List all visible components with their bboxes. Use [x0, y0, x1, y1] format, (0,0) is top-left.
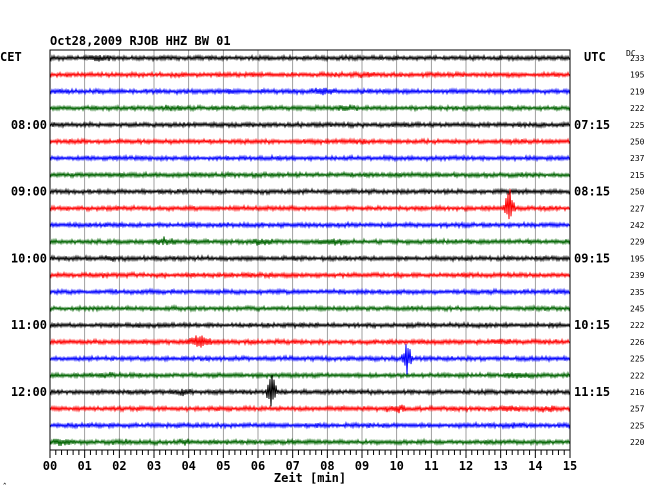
trace-row-3: [49, 103, 571, 113]
dc-value: 215: [630, 171, 645, 180]
dc-value: 225: [630, 121, 645, 130]
trace-row-1: [49, 70, 571, 80]
right-time-label: 08:15: [574, 185, 610, 199]
dc-value: 245: [630, 305, 645, 314]
x-tick-label: 00: [43, 459, 57, 473]
dc-value: 250: [630, 188, 645, 197]
trace-row-20: [49, 374, 571, 407]
left-time-label: 11:00: [11, 318, 47, 332]
x-tick-label: 04: [181, 459, 195, 473]
x-tick-label: 11: [424, 459, 438, 473]
dc-value: 239: [630, 271, 645, 280]
trace-row-15: [49, 304, 571, 313]
trace-row-12: [49, 254, 571, 263]
x-tick-label: 14: [528, 459, 542, 473]
dc-value: 216: [630, 388, 645, 397]
x-tick-label: 07: [285, 459, 299, 473]
right-time-label: 10:15: [574, 318, 610, 332]
x-tick-label: 09: [355, 459, 369, 473]
left-time-label: 10:00: [11, 251, 47, 265]
trace-row-14: [49, 287, 571, 297]
trace-row-17: [49, 335, 571, 348]
chart-title: Oct28,2009 RJOB HHZ BW 01: [50, 34, 231, 48]
x-tick-label: 13: [493, 459, 507, 473]
dc-header: DC: [626, 49, 636, 58]
dc-value: 195: [630, 71, 645, 80]
dc-value: 195: [630, 254, 645, 263]
row-labels: 08:00 09:00 10:00 11:00 12:00 07:15 08:15 09:15…: [11, 54, 645, 447]
x-tick-label: 05: [216, 459, 230, 473]
trace-row-16: [49, 320, 571, 330]
trace-row-6: [49, 153, 571, 163]
dc-value: 229: [630, 238, 645, 247]
dc-value: 225: [630, 355, 645, 364]
x-tick-label: 15: [563, 459, 577, 473]
x-axis-label: Zeit [min]: [274, 471, 346, 485]
dc-value: 226: [630, 338, 645, 347]
trace-row-0: [49, 53, 571, 63]
trace-row-13: [49, 270, 571, 280]
dc-value: 222: [630, 371, 645, 380]
trace-row-11: [49, 236, 571, 247]
trace-row-18: [49, 344, 571, 375]
dc-value: 227: [630, 204, 645, 213]
dc-value: 237: [630, 154, 645, 163]
trace-row-5: [49, 137, 571, 146]
dc-value: 220: [630, 438, 645, 447]
x-tick-label: 10: [389, 459, 403, 473]
dc-value: 233: [630, 54, 645, 63]
x-axis-ticks: 00 01 02 03 04 05 06 07 08 09 10 11 12 13 14 15: [43, 449, 577, 473]
dc-value: 219: [630, 87, 645, 96]
dc-value: 257: [630, 405, 645, 414]
minute-gridlines: [84, 50, 536, 450]
right-time-label: 11:15: [574, 385, 610, 399]
dc-value: 242: [630, 221, 645, 230]
trace-row-7: [49, 170, 571, 180]
trace-row-10: [49, 220, 571, 230]
trace-row-19: [49, 370, 571, 380]
x-tick-label: 02: [112, 459, 126, 473]
dc-value: 222: [630, 104, 645, 113]
x-tick-label: 06: [251, 459, 265, 473]
trace-row-2: [49, 87, 571, 96]
trace-row-21: [49, 404, 571, 414]
left-timezone-label: CET: [0, 50, 22, 64]
x-tick-label: 12: [459, 459, 473, 473]
dc-value: 250: [630, 138, 645, 147]
x-tick-label: 01: [77, 459, 91, 473]
left-time-label: 09:00: [11, 185, 47, 199]
dc-value: 225: [630, 421, 645, 430]
dc-value: 235: [630, 288, 645, 297]
right-timezone-label: UTC: [584, 50, 606, 64]
left-time-label: 08:00: [11, 118, 47, 132]
trace-row-9: [49, 188, 571, 220]
right-time-label: 09:15: [574, 251, 610, 265]
corner-mark: ˆ: [2, 482, 7, 493]
x-tick-label: 03: [147, 459, 161, 473]
trace-row-4: [49, 120, 571, 130]
trace-rows: [49, 53, 571, 447]
trace-row-22: [49, 420, 571, 430]
x-tick-label: 08: [320, 459, 334, 473]
dc-value: 222: [630, 321, 645, 330]
left-time-label: 12:00: [11, 385, 47, 399]
trace-row-23: [49, 437, 571, 447]
trace-row-8: [49, 187, 571, 197]
right-time-label: 07:15: [574, 118, 610, 132]
